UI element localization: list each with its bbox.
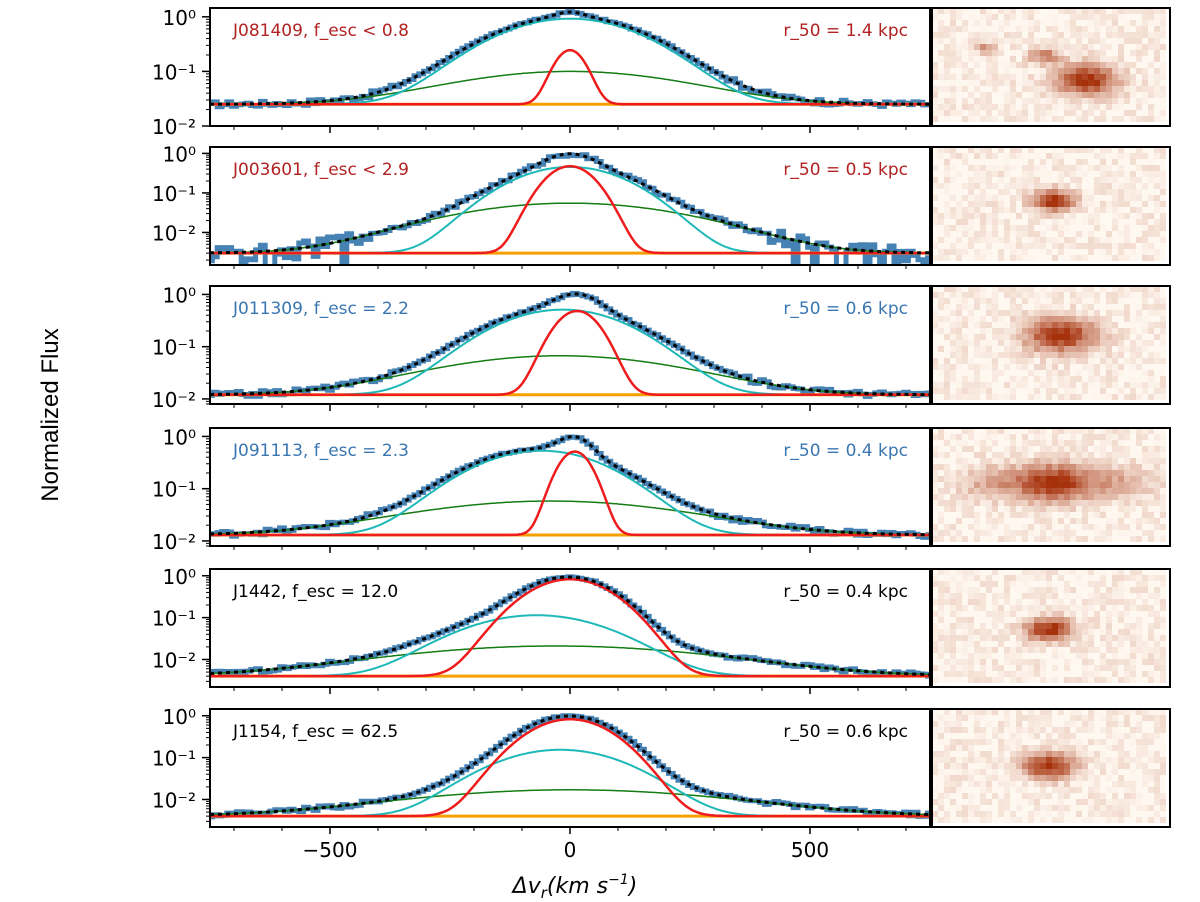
y-tick-label: 10⁰ xyxy=(163,283,196,307)
y-tick-label: 10⁰ xyxy=(163,142,196,166)
panel-name-label: J081409, f_esc < 0.8 xyxy=(232,21,409,41)
broad-component xyxy=(210,449,930,536)
panel-r50-label: r_50 = 0.4 kpc xyxy=(783,441,908,461)
panel-image xyxy=(931,7,1171,127)
y-tick-label: 10⁻² xyxy=(152,388,196,412)
y-tick-label: 10⁻² xyxy=(152,115,196,139)
x-tick-label: 500 xyxy=(791,838,829,862)
y-tick-label: 10⁻¹ xyxy=(152,336,196,360)
total-model xyxy=(210,714,930,817)
y-tick-label: 10⁻¹ xyxy=(152,607,196,631)
panel-image xyxy=(931,285,1171,405)
panel-name-label: J1154, f_esc = 62.5 xyxy=(232,722,398,742)
panel-r50-label: r_50 = 0.6 kpc xyxy=(783,299,908,319)
panel-name-label: J091113, f_esc = 2.3 xyxy=(232,441,409,461)
panel-J091113: 10⁰ 10⁻¹ 10⁻² J091113, f_esc = 2.3 r_50 = 0.… xyxy=(152,425,1171,554)
total-model xyxy=(210,10,930,106)
panel-r50-label: r_50 = 0.5 kpc xyxy=(783,160,908,180)
x-axis-label: Δvr(km s−1) xyxy=(511,872,638,902)
total-model xyxy=(210,292,930,397)
panel-image xyxy=(931,427,1171,547)
panel-J081409: 10⁰ 10⁻¹ 10⁻² J081409, f_esc < 0.8 r_50 = 1.… xyxy=(152,6,1171,139)
y-tick-label: 10⁻¹ xyxy=(152,747,196,771)
panel-image xyxy=(931,146,1171,266)
y-axis-label: Normalized Flux xyxy=(37,328,64,501)
y-tick-label: 10⁻¹ xyxy=(152,60,196,84)
y-tick-label: 10⁰ xyxy=(163,705,196,729)
narrow-component xyxy=(210,309,930,397)
y-tick-label: 10⁻² xyxy=(152,221,196,245)
narrow-component xyxy=(210,450,930,537)
y-tick-label: 10⁻¹ xyxy=(152,478,196,502)
narrow-component xyxy=(210,718,930,818)
panel-J003601: 10⁰ 10⁻¹ 10⁻² J003601, f_esc < 2.9 r_50 = 0.… xyxy=(152,142,1171,272)
y-tick-label: 10⁰ xyxy=(163,6,196,30)
y-tick-label: 10⁻² xyxy=(152,648,196,672)
panel-r50-label: r_50 = 0.6 kpc xyxy=(783,722,908,742)
total-model xyxy=(210,152,930,255)
panel-r50-label: r_50 = 1.4 kpc xyxy=(783,21,908,41)
observed-spectrum xyxy=(210,290,930,399)
y-tick-label: 10⁻² xyxy=(152,530,196,554)
y-tick-label: 10⁰ xyxy=(163,565,196,589)
narrow-component xyxy=(210,48,930,106)
panel-J1154: 10⁰ 10⁻¹ 10⁻² J1154, f_esc = 62.5 r_50 = 0.6… xyxy=(152,705,1171,834)
broad-component xyxy=(210,308,930,396)
panel-image xyxy=(931,708,1171,828)
y-tick-label: 10⁰ xyxy=(163,425,196,449)
total-model xyxy=(210,435,930,537)
panel-r50-label: r_50 = 0.4 kpc xyxy=(783,582,908,602)
x-tick-label: 0 xyxy=(564,838,577,862)
total-model xyxy=(210,575,930,677)
panel-J1442: 10⁰ 10⁻¹ 10⁻² J1442, f_esc = 12.0 r_50 = 0.4… xyxy=(152,565,1171,694)
panel-name-label: J1442, f_esc = 12.0 xyxy=(232,582,398,602)
panel-name-label: J011309, f_esc = 2.2 xyxy=(232,299,409,319)
panel-image xyxy=(931,568,1171,688)
panel-J011309: 10⁰ 10⁻¹ 10⁻² J011309, f_esc = 2.2 r_50 = 0.… xyxy=(152,283,1171,412)
y-tick-label: 10⁻¹ xyxy=(152,182,196,206)
y-tick-label: 10⁻² xyxy=(152,788,196,812)
panel-name-label: J003601, f_esc < 2.9 xyxy=(232,160,409,180)
narrow-component xyxy=(210,164,930,255)
x-tick-label: −500 xyxy=(303,838,358,862)
narrow-component xyxy=(210,578,930,678)
